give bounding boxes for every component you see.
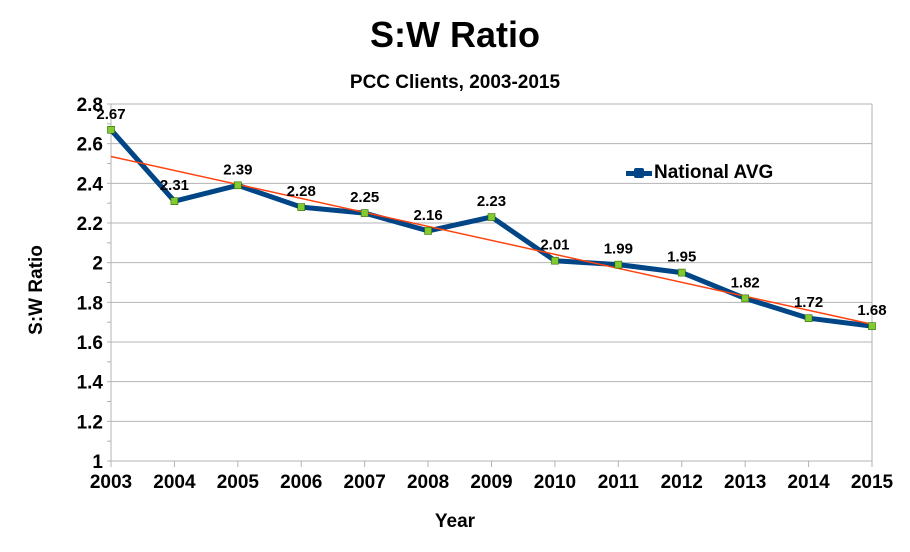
data-point (107, 125, 115, 134)
y-tick-label: 2.6 (77, 135, 103, 156)
data-label: 2.67 (96, 106, 125, 123)
data-label: 1.82 (731, 274, 760, 291)
y-tick-label: 1.4 (77, 373, 104, 394)
x-tick-label: 2007 (344, 472, 386, 493)
x-tick-label: 2003 (90, 472, 132, 493)
x-axis-label: Year (434, 511, 476, 532)
data-label: 1.68 (857, 302, 886, 319)
y-tick-label: 2 (92, 254, 103, 275)
data-label: 2.25 (350, 189, 379, 206)
data-point (487, 213, 496, 221)
x-tick-label: 2015 (851, 472, 894, 493)
x-tick-label: 2004 (153, 472, 196, 493)
data-point (424, 227, 432, 235)
x-tick-label: 2011 (598, 472, 640, 493)
x-tick-label: 2006 (280, 472, 322, 493)
data-point (297, 203, 306, 211)
data-label: 2.31 (160, 177, 189, 194)
data-point (360, 209, 369, 217)
x-tick-label: 2009 (470, 472, 512, 493)
y-tick-label: 1 (92, 452, 103, 473)
y-tick-label: 2.8 (77, 95, 103, 116)
data-label: 2.28 (287, 183, 316, 200)
data-point (170, 197, 179, 205)
y-tick-label: 2.4 (77, 174, 104, 195)
x-tick-label: 2014 (787, 472, 830, 493)
y-tick-label: 1.8 (77, 293, 103, 314)
data-point (741, 294, 749, 303)
chart-title: S:W Ratio (370, 14, 540, 55)
legend-label: National AVG (654, 162, 774, 183)
data-point (551, 256, 559, 265)
x-tick-label: 2005 (217, 472, 260, 493)
series-line-national-avg (108, 127, 875, 329)
y-tick-label: 1.2 (77, 412, 103, 433)
data-label: 1.95 (667, 249, 696, 266)
data-label: 2.01 (540, 237, 569, 254)
chart-subtitle: PCC Clients, 2003-2015 (349, 72, 561, 93)
legend-swatch (626, 163, 652, 183)
data-point (868, 322, 876, 330)
data-point (614, 260, 623, 269)
x-tick-label: 2010 (534, 472, 576, 493)
x-tick-label: 2008 (407, 472, 449, 493)
x-tick-label: 2013 (724, 472, 766, 493)
x-tick-label: 2012 (661, 472, 703, 493)
data-point (234, 181, 242, 190)
data-point (804, 314, 813, 323)
data-label: 2.39 (223, 161, 252, 178)
data-label: 2.16 (413, 207, 442, 224)
data-label: 2.23 (477, 193, 506, 210)
data-point (677, 268, 686, 277)
data-label: 1.99 (604, 241, 633, 258)
y-tick-label: 2.2 (77, 214, 103, 235)
y-axis-label: S:W Ratio (26, 245, 47, 335)
data-label: 1.72 (794, 294, 823, 311)
legend: National AVG (626, 162, 773, 184)
y-tick-label: 1.6 (77, 333, 103, 354)
